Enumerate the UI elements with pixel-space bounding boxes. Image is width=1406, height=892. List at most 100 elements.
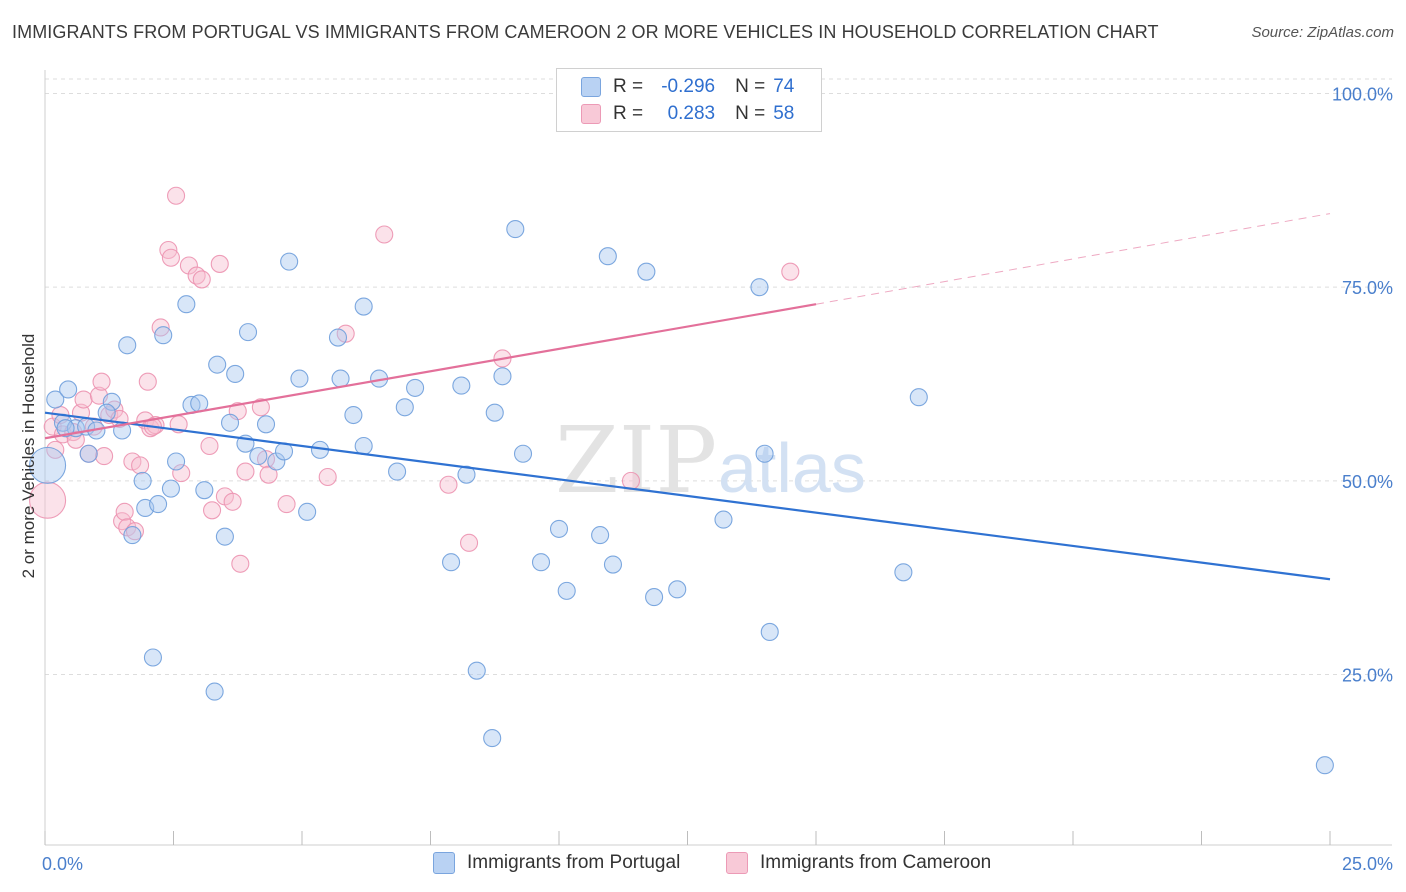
legend-n-label-cameroon: N = — [735, 103, 766, 124]
point-cameroon-35 — [192, 270, 211, 289]
point-cameroon-43 — [236, 462, 255, 481]
legend-row-cameroon: R = 0.283 N = 58 — [581, 102, 794, 126]
point-portugal-60 — [603, 555, 623, 574]
point-cameroon-50 — [375, 225, 394, 244]
point-cameroon-40 — [223, 492, 242, 511]
x-tick-label-1: 25.0% — [1342, 854, 1393, 874]
point-cameroon-14 — [100, 405, 119, 425]
point-cameroon-13 — [95, 447, 114, 466]
point-portugal-35 — [290, 369, 309, 388]
point-portugal-0 — [29, 446, 67, 484]
point-portugal-39 — [344, 405, 363, 425]
point-portugal-12 — [133, 471, 152, 490]
point-cameroon-42 — [231, 554, 250, 573]
watermark-zip: ZIP — [555, 407, 717, 514]
point-portugal-25 — [215, 527, 234, 546]
legend-r-label-cameroon: R = — [613, 103, 644, 124]
point-portugal-17 — [161, 479, 180, 498]
source-label: Source: ZipAtlas.com — [1251, 24, 1394, 41]
point-cameroon-0 — [29, 481, 67, 519]
bottom-legend-cameroon: Immigrants from Cameroon — [726, 852, 991, 874]
bottom-legend-label-portugal: Immigrants from Portugal — [467, 852, 681, 873]
point-portugal-34 — [280, 252, 299, 271]
point-cameroon-51 — [439, 475, 458, 494]
point-cameroon-2 — [46, 440, 65, 459]
point-portugal-19 — [177, 295, 196, 314]
point-portugal-46 — [442, 553, 461, 572]
point-portugal-64 — [714, 510, 733, 529]
bottom-legend: Immigrants from Portugal Immigrants from… — [0, 852, 1406, 878]
point-portugal-71 — [123, 526, 142, 545]
bottom-legend-swatch-cameroon — [726, 852, 748, 874]
legend-r-value-cameroon: 0.283 — [667, 103, 716, 124]
point-cameroon-36 — [200, 436, 219, 456]
point-portugal-48 — [457, 465, 476, 484]
point-portugal-69 — [909, 388, 928, 407]
point-portugal-51 — [485, 403, 504, 422]
point-portugal-43 — [388, 462, 407, 481]
point-portugal-24 — [208, 355, 227, 374]
point-cameroon-52 — [459, 533, 479, 552]
y-axis-label: 2 or more Vehicles in Household — [19, 334, 38, 579]
point-portugal-58 — [591, 526, 610, 545]
point-portugal-45 — [406, 378, 425, 397]
axes-layer — [44, 70, 1392, 846]
point-cameroon-56 — [781, 262, 800, 281]
bottom-legend-swatch-portugal — [433, 852, 455, 874]
series-portugal-points — [29, 220, 1334, 775]
trend-line-cameroon — [44, 303, 817, 440]
point-cameroon-8 — [74, 390, 93, 409]
legend-row-portugal: R = -0.296 N = 74 — [581, 75, 794, 99]
point-cameroon-32 — [172, 464, 191, 483]
point-portugal-59 — [598, 247, 617, 266]
grid-layer — [45, 78, 1392, 676]
point-portugal-56 — [549, 519, 569, 538]
point-portugal-53 — [506, 220, 525, 239]
point-portugal-50 — [483, 729, 502, 748]
point-cameroon-47 — [277, 495, 296, 514]
legend-n-label-portugal: N = — [735, 76, 766, 97]
point-portugal-15 — [149, 495, 168, 514]
legend-n-value-portugal: 74 — [773, 76, 795, 97]
trend-layer — [44, 213, 1331, 581]
point-portugal-62 — [645, 588, 664, 607]
point-portugal-27 — [226, 364, 245, 384]
tick-labels: 100.0% 75.0% 50.0% 25.0% 0.0% 25.0% — [42, 84, 1393, 874]
legend-r-label-portugal: R = — [613, 76, 644, 97]
bottom-legend-portugal: Immigrants from Portugal — [433, 852, 680, 874]
point-portugal-47 — [452, 376, 471, 395]
point-portugal-37 — [328, 328, 348, 347]
point-portugal-1 — [46, 390, 65, 409]
point-portugal-11 — [118, 336, 137, 355]
point-cameroon-24 — [138, 372, 157, 391]
point-portugal-8 — [102, 392, 121, 411]
legend-n-value-cameroon: 58 — [773, 103, 795, 124]
point-portugal-44 — [395, 398, 414, 417]
point-cameroon-29 — [161, 248, 180, 267]
point-portugal-73 — [1315, 756, 1334, 775]
point-portugal-9 — [97, 403, 116, 422]
point-portugal-54 — [513, 444, 533, 463]
y-tick-label-3: 25.0% — [1342, 666, 1393, 686]
point-portugal-68 — [894, 563, 913, 582]
point-portugal-7 — [79, 444, 98, 463]
point-portugal-65 — [750, 278, 769, 297]
legend-swatch-portugal — [581, 77, 601, 97]
point-cameroon-22 — [131, 456, 150, 475]
point-portugal-23 — [205, 682, 224, 701]
point-portugal-61 — [637, 262, 656, 281]
x-tick-label-0: 0.0% — [42, 854, 83, 874]
point-cameroon-38 — [210, 254, 229, 273]
point-portugal-14 — [143, 648, 162, 667]
point-portugal-52 — [493, 367, 512, 386]
point-cameroon-37 — [203, 501, 222, 520]
watermark-atlas: atlas — [718, 429, 866, 507]
point-portugal-66 — [755, 444, 774, 463]
point-cameroon-48 — [318, 467, 337, 487]
point-portugal-57 — [557, 581, 576, 600]
point-portugal-30 — [249, 447, 268, 466]
point-cameroon-33 — [179, 256, 198, 275]
y-tick-label-2: 50.0% — [1342, 472, 1393, 492]
legend-swatch-cameroon — [581, 104, 601, 124]
